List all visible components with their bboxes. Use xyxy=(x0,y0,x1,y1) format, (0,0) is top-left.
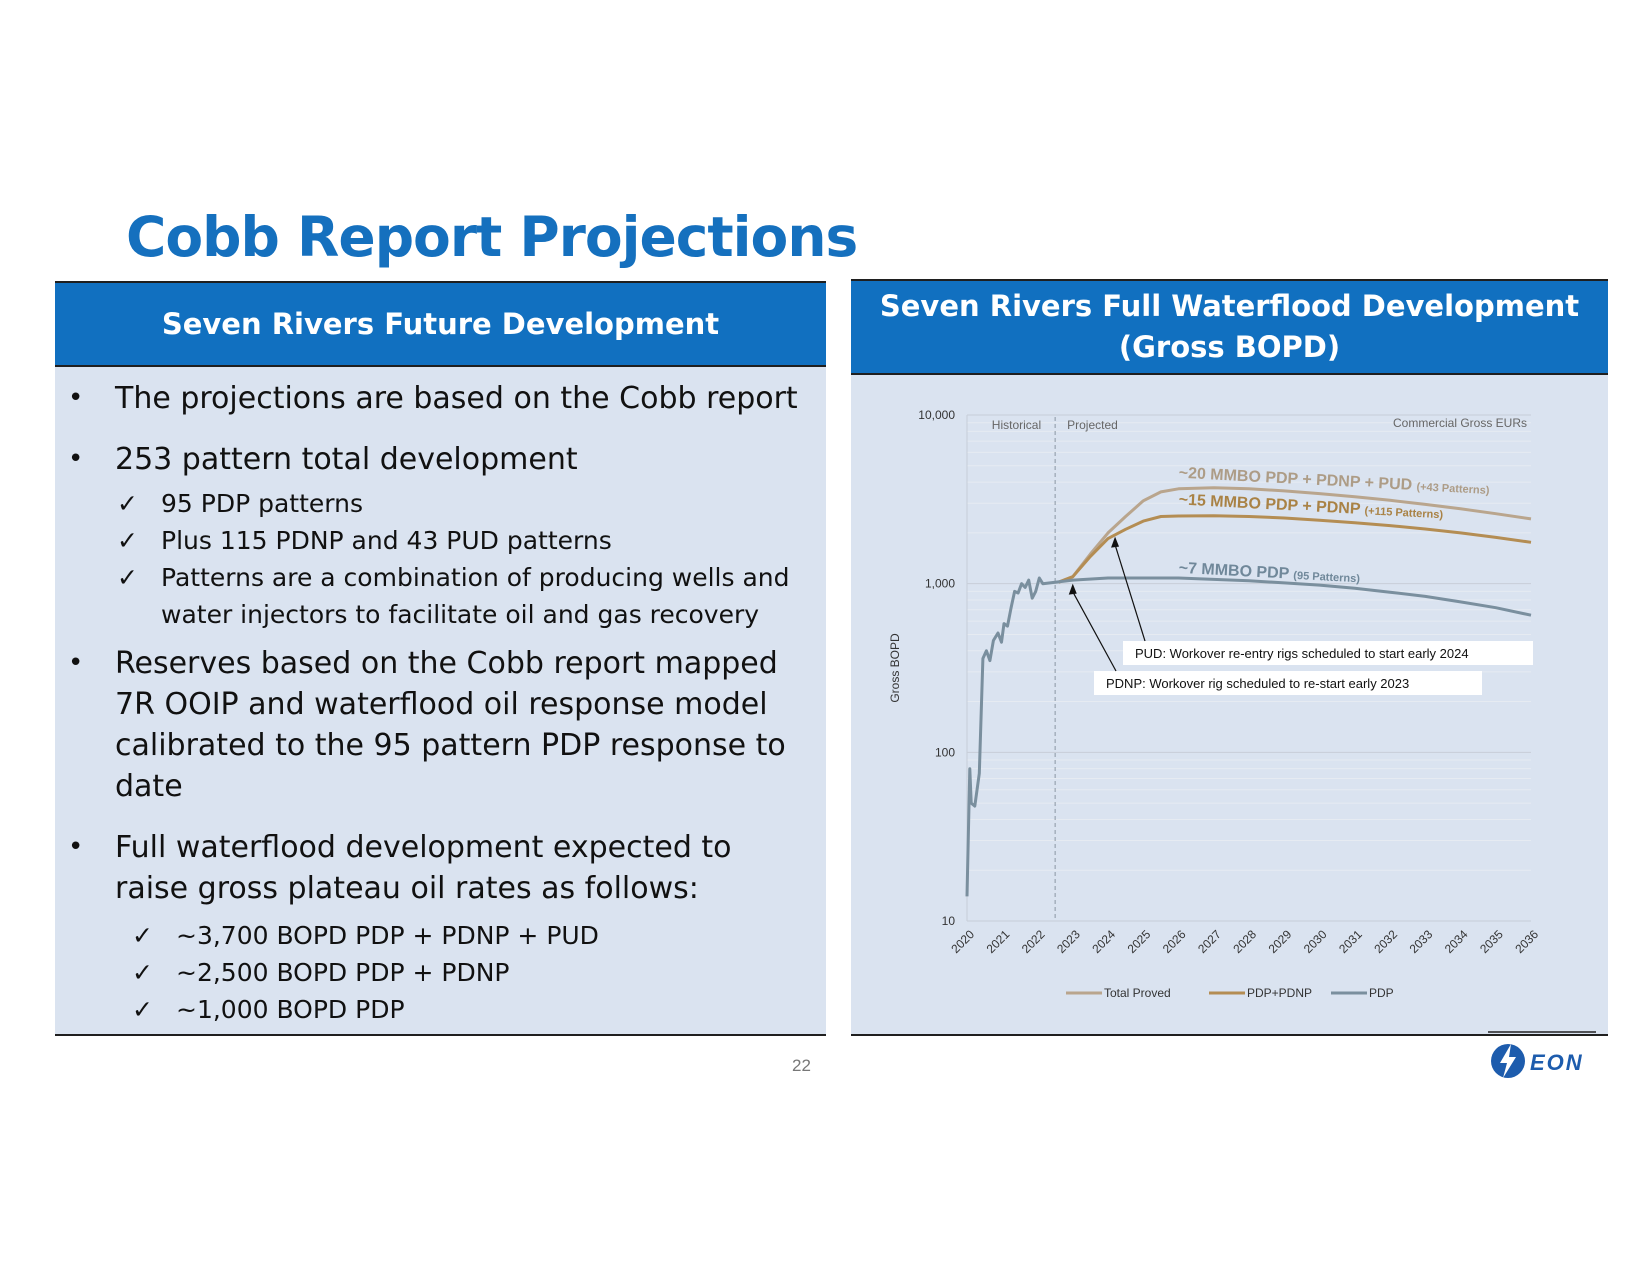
pdnp-annotation: ~15 MMBO PDP + PDNP (+115 Patterns) xyxy=(1178,491,1444,522)
y-tick-label: 10,000 xyxy=(918,408,955,422)
pud-callout-arrow-line xyxy=(1114,544,1146,642)
future-development-panel: Seven Rivers Future Development • The pr… xyxy=(55,281,826,1036)
check-icon: ✓ xyxy=(117,563,138,592)
sub-bullet-item: ✓ Plus 115 PDNP and 43 PUD patterns xyxy=(55,522,826,559)
sub-bullet-text: ~3,700 BOPD PDP + PDNP + PUD xyxy=(176,921,599,950)
x-tick-label: 2029 xyxy=(1266,927,1295,956)
sub-bullet-item: ✓ ~2,500 BOPD PDP + PDNP xyxy=(55,954,826,991)
eur-corner-label: Commercial Gross EURs xyxy=(1393,416,1527,430)
check-icon: ✓ xyxy=(132,921,153,950)
series-line-pdp-pdnp xyxy=(1058,514,1532,584)
pud-callout-arrowhead-icon xyxy=(1111,536,1120,548)
pdnp-callout-arrowhead-icon xyxy=(1068,583,1077,595)
y-axis-label: Gross BOPD xyxy=(888,633,902,703)
historical-label: Historical xyxy=(992,418,1041,432)
pdp-annotation: ~7 MMBO PDP (95 Patterns) xyxy=(1178,560,1360,586)
lightning-icon xyxy=(1500,1044,1516,1078)
logo-text: EON xyxy=(1530,1050,1584,1075)
x-tick-label: 2025 xyxy=(1125,927,1154,956)
waterflood-chart-panel: Seven Rivers Full Waterflood Development… xyxy=(851,279,1608,1036)
x-tick-label: 2035 xyxy=(1477,927,1506,956)
x-tick-label: 2034 xyxy=(1442,927,1471,956)
pdnp-annotation-patterns: (+115 Patterns) xyxy=(1364,505,1443,521)
bullet-text: Reserves based on the Cobb report mapped… xyxy=(115,646,786,804)
series-line-pdp xyxy=(965,576,1532,897)
x-tick-label: 2032 xyxy=(1371,927,1400,956)
x-tick-label: 2028 xyxy=(1230,927,1259,956)
total-proved-annotation-patterns: (+43 Patterns) xyxy=(1416,481,1490,497)
pdnp-callout-box xyxy=(1094,671,1482,695)
sub-bullet-text: Patterns are a combination of producing … xyxy=(161,563,790,629)
pud-callout-text: PUD: Workover re-entry rigs scheduled to… xyxy=(1135,646,1469,661)
y-tick-label: 10 xyxy=(942,914,956,928)
pud-callout-box xyxy=(1123,641,1533,665)
bullet-text: The projections are based on the Cobb re… xyxy=(115,381,798,416)
x-tick-label: 2022 xyxy=(1019,927,1048,956)
eon-logo: EON xyxy=(1488,1031,1596,1078)
legend-label: PDP+PDNP xyxy=(1247,986,1312,1000)
sub-bullet-item: ✓ Patterns are a combination of producin… xyxy=(55,559,826,633)
check-icon: ✓ xyxy=(117,489,138,518)
x-tick-label: 2030 xyxy=(1301,927,1330,956)
panel-header-right: Seven Rivers Full Waterflood Development… xyxy=(851,281,1608,375)
bullet-text: 253 pattern total development xyxy=(115,442,578,477)
bullet-glyph: • xyxy=(68,383,84,413)
bullet-item: • 253 pattern total development xyxy=(55,439,826,480)
sub-bullet-item: ✓ 95 PDP patterns xyxy=(55,485,826,522)
panel-header-line1: Seven Rivers Full Waterflood Development xyxy=(879,289,1580,323)
projected-label: Projected xyxy=(1067,418,1118,432)
x-tick-label: 2023 xyxy=(1054,927,1083,956)
panel-header-line2: (Gross BOPD) xyxy=(1118,330,1341,364)
pdp-annotation-patterns: (95 Patterns) xyxy=(1293,570,1361,585)
x-tick-label: 2020 xyxy=(948,927,977,956)
bullet-item: • The projections are based on the Cobb … xyxy=(55,378,826,419)
x-tick-label: 2026 xyxy=(1160,927,1189,956)
pdnp-callout-arrow-line xyxy=(1072,591,1117,672)
bullet-item: • Full waterflood development expected t… xyxy=(55,827,826,909)
page-title: Cobb Report Projections xyxy=(126,205,858,269)
pdp-annotation-main: ~7 MMBO PDP xyxy=(1178,560,1294,583)
x-tick-label: 2033 xyxy=(1407,927,1436,956)
sub-bullet-text: Plus 115 PDNP and 43 PUD patterns xyxy=(161,526,612,555)
bullet-glyph: • xyxy=(68,648,84,678)
bullet-glyph: • xyxy=(68,444,84,474)
bullet-text: Full waterflood development expected to … xyxy=(115,830,732,906)
sub-bullet-text: ~1,000 BOPD PDP xyxy=(176,995,405,1024)
check-icon: ✓ xyxy=(132,958,153,987)
x-tick-label: 2024 xyxy=(1089,927,1118,956)
legend-label: PDP xyxy=(1369,986,1394,1000)
pdnp-callout-text: PDNP: Workover rig scheduled to re-start… xyxy=(1106,676,1409,691)
y-tick-label: 100 xyxy=(935,745,955,759)
sub-bullet-text: ~2,500 BOPD PDP + PDNP xyxy=(176,958,510,987)
x-tick-label: 2036 xyxy=(1512,927,1541,956)
legend-label: Total Proved xyxy=(1104,986,1171,1000)
bullet-item: • Reserves based on the Cobb report mapp… xyxy=(55,643,826,807)
x-tick-label: 2021 xyxy=(984,927,1013,956)
x-tick-label: 2031 xyxy=(1336,927,1365,956)
sub-bullet-item: ✓ ~1,000 BOPD PDP xyxy=(55,991,826,1028)
page-number: 22 xyxy=(792,1056,811,1075)
total-proved-annotation-main: ~20 MMBO PDP + PDNP + PUD xyxy=(1178,465,1417,494)
bullet-glyph: • xyxy=(68,832,84,862)
check-icon: ✓ xyxy=(117,526,138,555)
y-tick-label: 1,000 xyxy=(925,577,955,591)
check-icon: ✓ xyxy=(132,995,153,1024)
sub-bullet-item: ✓ ~3,700 BOPD PDP + PDNP + PUD xyxy=(55,917,826,954)
bullet-list: • The projections are based on the Cobb … xyxy=(55,378,826,1028)
x-tick-label: 2027 xyxy=(1195,927,1224,956)
series-line-total-proved xyxy=(1058,486,1532,584)
panel-header-left: Seven Rivers Future Development xyxy=(55,283,826,367)
sub-bullet-text: 95 PDP patterns xyxy=(161,489,363,518)
